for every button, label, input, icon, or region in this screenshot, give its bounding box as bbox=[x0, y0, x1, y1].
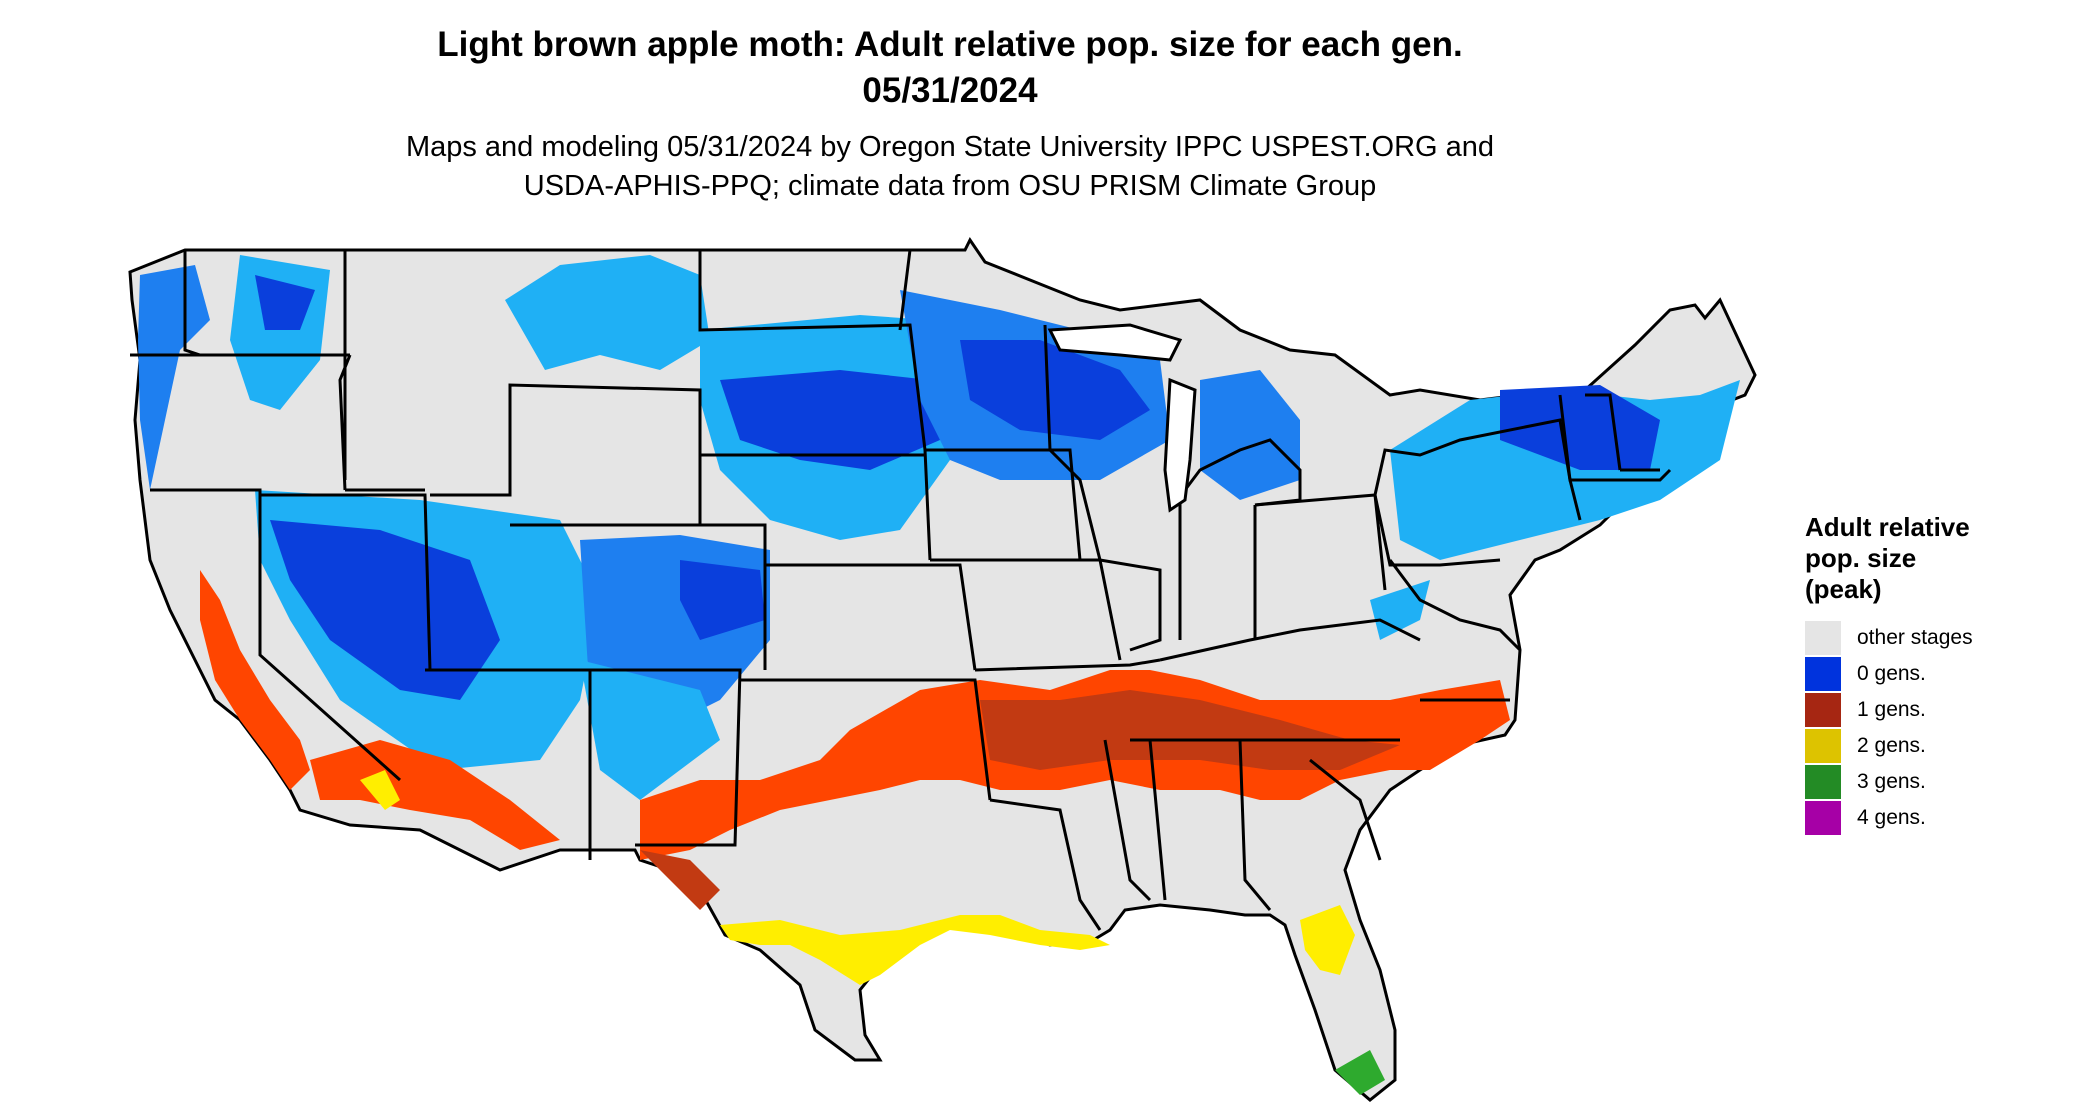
region-pacific-nw-blue bbox=[138, 265, 210, 490]
region-northeast-blue-dark bbox=[1500, 385, 1660, 470]
legend-swatch bbox=[1805, 657, 1841, 691]
legend-item: other stages bbox=[1805, 620, 2065, 656]
legend-swatch bbox=[1805, 729, 1841, 763]
great-lakes bbox=[1047, 323, 1197, 513]
map-title-line1: Light brown apple moth: Adult relative p… bbox=[437, 25, 1463, 64]
region-wisconsin-blue-dark bbox=[960, 340, 1150, 440]
map-subtitle: Maps and modeling 05/31/2024 by Oregon S… bbox=[0, 128, 1900, 206]
map-title: Light brown apple moth: Adult relative p… bbox=[0, 22, 1900, 114]
region-montana-blue bbox=[505, 255, 710, 370]
legend-item: 1 gens. bbox=[1805, 692, 2065, 728]
region-southern-belt-dark bbox=[980, 690, 1400, 770]
region-idaho-blue-dark bbox=[255, 275, 315, 330]
legend-swatch bbox=[1805, 693, 1841, 727]
legend-swatch bbox=[1805, 765, 1841, 799]
legend-label: 3 gens. bbox=[1857, 770, 1926, 793]
map-legend: Adult relative pop. size (peak) other st… bbox=[1805, 512, 2065, 836]
legend-items: other stages 0 gens. 1 gens. 2 gens. 3 gens.… bbox=[1805, 620, 2065, 836]
legend-item: 3 gens. bbox=[1805, 764, 2065, 800]
region-new-mexico-blue bbox=[580, 660, 720, 800]
legend-label: 0 gens. bbox=[1857, 662, 1926, 685]
region-great-basin-blue-dark bbox=[270, 520, 500, 700]
legend-item: 2 gens. bbox=[1805, 728, 2065, 764]
legend-item: 4 gens. bbox=[1805, 800, 2065, 836]
region-gulf-coast-yellow bbox=[720, 915, 1110, 985]
map-title-date: 05/31/2024 bbox=[862, 71, 1038, 110]
region-colorado-blue-dark bbox=[680, 560, 765, 640]
lake-superior bbox=[1047, 323, 1183, 362]
legend-title-line: (peak) bbox=[1805, 574, 1882, 604]
region-california-orange bbox=[200, 570, 310, 790]
region-arizona-orange bbox=[310, 740, 560, 850]
legend-label: 2 gens. bbox=[1857, 734, 1926, 757]
legend-title-line: pop. size bbox=[1805, 543, 1917, 573]
legend-title: Adult relative pop. size (peak) bbox=[1805, 512, 2065, 605]
region-south-florida-green bbox=[1335, 1050, 1385, 1095]
lake-michigan bbox=[1163, 377, 1197, 513]
one-gen-regions bbox=[200, 570, 1510, 910]
region-west-texas-orange bbox=[640, 850, 720, 910]
region-michigan-blue bbox=[1200, 370, 1300, 500]
legend-label: other stages bbox=[1857, 626, 1973, 649]
legend-title-line: Adult relative bbox=[1805, 512, 1970, 542]
legend-swatch bbox=[1805, 621, 1841, 655]
region-dakotas-blue-dark bbox=[720, 370, 940, 470]
two-gens-regions bbox=[360, 770, 1355, 985]
map-subtitle-line2: USDA-APHIS-PPQ; climate data from OSU PR… bbox=[523, 170, 1377, 202]
region-florida-yellow bbox=[1300, 905, 1355, 975]
legend-swatch bbox=[1805, 801, 1841, 835]
legend-label: 4 gens. bbox=[1857, 806, 1926, 829]
state-borders bbox=[130, 249, 1672, 931]
legend-item: 0 gens. bbox=[1805, 656, 2065, 692]
zero-gens-regions bbox=[138, 255, 1740, 800]
legend-label: 1 gens. bbox=[1857, 698, 1926, 721]
region-socal-yellow bbox=[360, 770, 400, 810]
map-subtitle-line1: Maps and modeling 05/31/2024 by Oregon S… bbox=[405, 131, 1495, 163]
